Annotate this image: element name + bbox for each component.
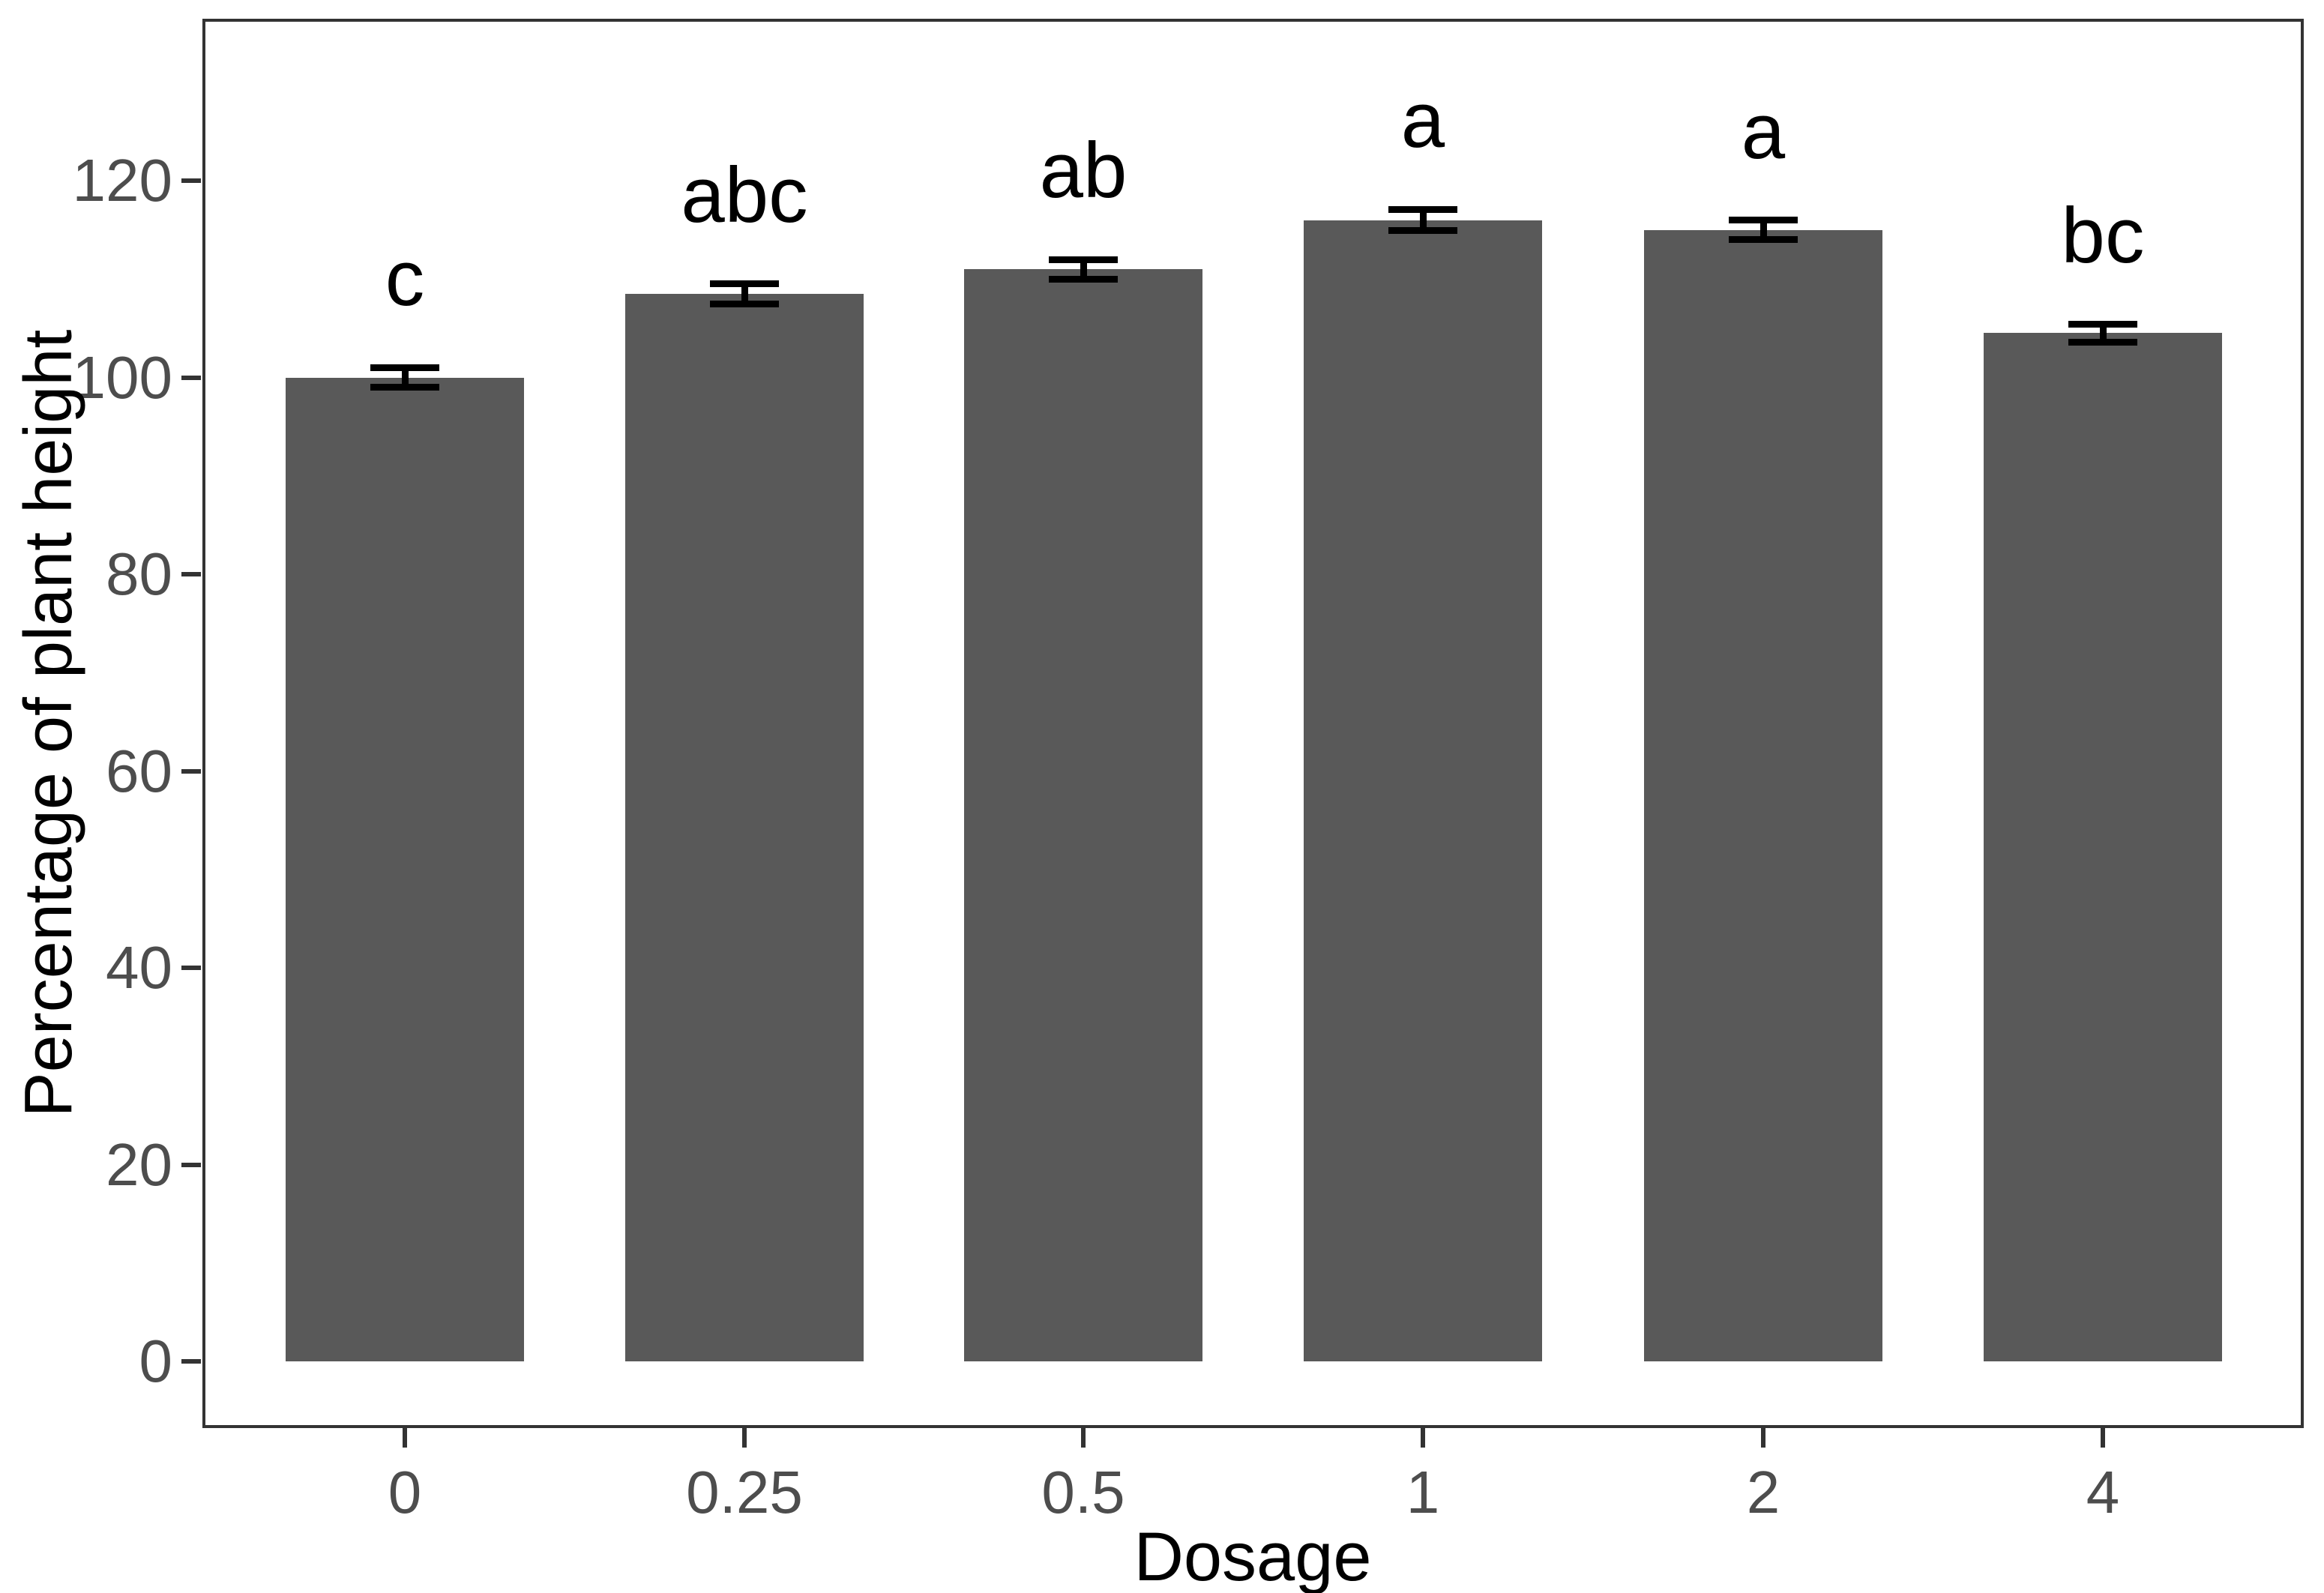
y-tick-mark (181, 1359, 201, 1364)
error-bar-cap (370, 384, 439, 391)
y-tick-label: 40 (106, 934, 172, 1001)
x-axis-title: Dosage (1134, 1519, 1372, 1593)
y-tick-label: 60 (106, 737, 172, 804)
error-bar-cap (710, 300, 779, 307)
significance-letter: c (385, 235, 425, 323)
significance-letter: ab (1039, 127, 1128, 214)
bar (286, 377, 524, 1361)
significance-letter: a (1400, 76, 1445, 165)
error-bar-line (1080, 259, 1087, 280)
x-tick-mark (742, 1428, 747, 1448)
significance-letter: a (1741, 87, 1786, 175)
x-tick-label: 0.5 (1041, 1459, 1125, 1526)
error-bar-cap (1049, 275, 1118, 283)
x-tick-label: 2 (1746, 1459, 1780, 1526)
bar (1644, 229, 1882, 1361)
significance-letter: bc (2061, 191, 2145, 280)
error-bar-line (2099, 324, 2107, 343)
bar (1984, 333, 2222, 1361)
error-bar-line (1419, 209, 1427, 231)
y-tick-mark (181, 572, 201, 576)
x-tick-mark (1761, 1428, 1765, 1448)
error-bar-cap (1049, 256, 1118, 263)
y-tick-mark (181, 966, 201, 970)
error-bar-cap (1729, 217, 1798, 223)
bar (964, 269, 1202, 1361)
y-axis-title: Percentage of plant height (11, 329, 86, 1118)
bar (1304, 220, 1542, 1361)
x-tick-label: 0.25 (686, 1459, 803, 1526)
x-tick-mark (1081, 1428, 1086, 1448)
y-tick-label: 0 (139, 1328, 173, 1394)
y-tick-mark (181, 375, 201, 380)
error-bar-cap (1388, 227, 1457, 235)
error-bar-cap (2068, 321, 2137, 328)
error-bar-cap (370, 364, 439, 371)
bar (625, 293, 864, 1361)
y-tick-mark (181, 1162, 201, 1167)
plot-panel (202, 19, 2304, 1428)
y-tick-label: 100 (72, 343, 172, 411)
y-tick-mark (181, 178, 201, 183)
error-bar-cap (1729, 236, 1798, 244)
error-bar-line (401, 367, 409, 388)
error-bar-cap (710, 280, 779, 288)
y-tick-label: 120 (72, 147, 172, 214)
x-tick-mark (2101, 1428, 2105, 1448)
x-tick-label: 0 (388, 1459, 422, 1526)
x-tick-mark (403, 1428, 407, 1448)
error-bar-line (1759, 220, 1767, 240)
x-tick-label: 1 (1406, 1459, 1440, 1526)
error-bar-line (741, 283, 748, 304)
y-tick-label: 20 (106, 1130, 172, 1198)
y-tick-mark (181, 768, 201, 774)
error-bar-cap (2068, 338, 2137, 346)
error-bar-cap (1388, 205, 1457, 213)
y-tick-label: 80 (106, 540, 172, 607)
x-tick-mark (1421, 1428, 1425, 1448)
significance-letter: abc (681, 151, 808, 239)
x-tick-label: 4 (2086, 1459, 2120, 1526)
